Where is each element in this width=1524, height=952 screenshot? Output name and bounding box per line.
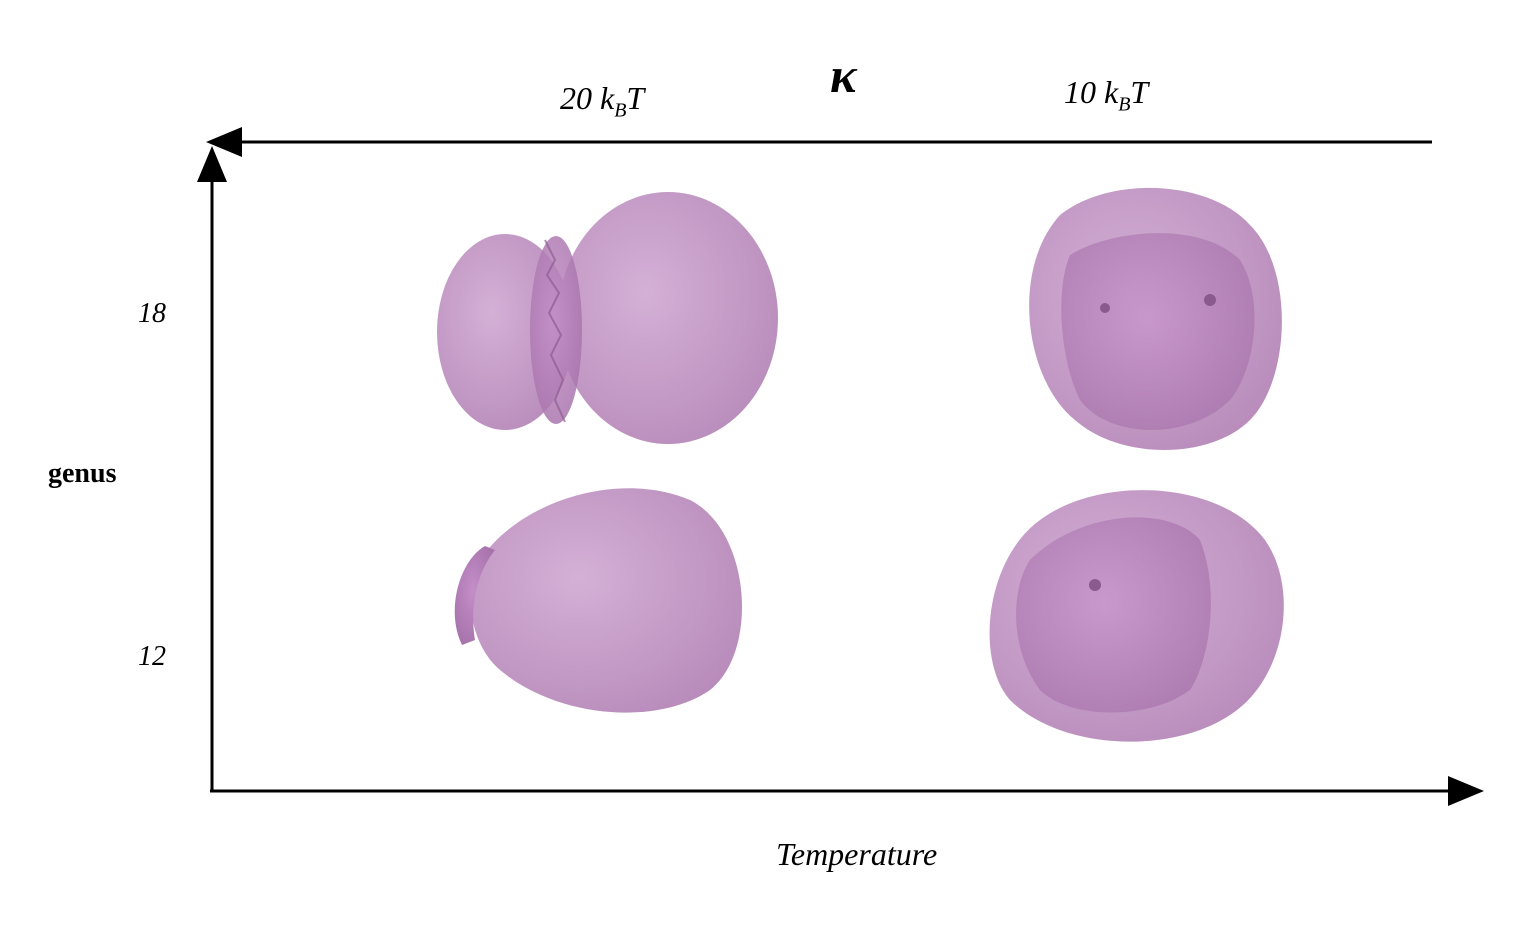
genus-axis-label: genus xyxy=(48,458,117,489)
vesicle-genus18-kappa20 xyxy=(437,192,778,444)
kappa-10-label: 10 kBT xyxy=(1064,74,1149,116)
kappa-20-label: 20 kBT xyxy=(560,80,645,122)
genus-tick-12: 12 xyxy=(138,641,166,672)
genus-tick-18: 18 xyxy=(138,298,166,329)
vesicle-genus12-kappa20 xyxy=(454,488,743,713)
vesicle-genus12-kappa10 xyxy=(989,490,1284,742)
temperature-axis-label: Temperature xyxy=(776,836,938,872)
vesicle-genus18-kappa10 xyxy=(1029,187,1282,450)
kappa-symbol: κ xyxy=(830,47,857,103)
